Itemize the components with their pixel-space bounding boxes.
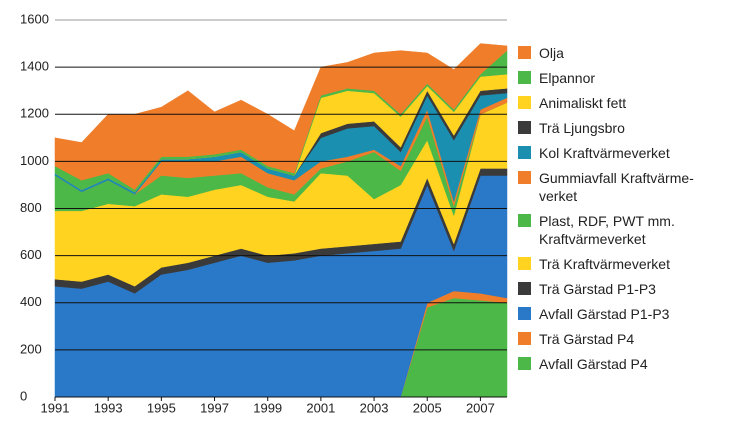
legend-label: Trä Kraftvärmeverket: [539, 256, 670, 272]
area: [54, 43, 508, 190]
legend-label: Olja: [539, 45, 564, 61]
x-tick-label: 2007: [466, 400, 495, 415]
legend-item: Trä Kraftvärmeverket: [518, 255, 728, 273]
x-tick-label: 2003: [360, 400, 389, 415]
legend-label: Kol Kraftvärmeverket: [539, 145, 670, 161]
x-tick-label: 1999: [253, 400, 282, 415]
legend-label: Plast, RDF, PWT mm. Kraftvärmeverket: [539, 213, 675, 247]
legend-item: Trä Gärstad P4: [518, 330, 728, 348]
legend-item: Avfall Gärstad P4: [518, 355, 728, 373]
legend-item: Olja: [518, 44, 728, 62]
legend-swatch: [518, 46, 531, 59]
legend-label: Trä Ljungsbro: [539, 120, 625, 136]
legend-swatch: [518, 146, 531, 159]
legend-swatch: [518, 96, 531, 109]
legend-label: Animaliskt fett: [539, 95, 627, 111]
legend-swatch: [518, 257, 531, 270]
legend-item: Animaliskt fett: [518, 94, 728, 112]
legend-swatch: [518, 307, 531, 320]
legend-item: Kol Kraftvärmeverket: [518, 144, 728, 162]
x-tick-label: 2001: [306, 400, 335, 415]
y-tick-label: 400: [20, 294, 42, 309]
legend-swatch: [518, 332, 531, 345]
legend-item: Elpannor: [518, 69, 728, 87]
y-tick-label: 800: [20, 200, 42, 215]
y-tick-label: 1200: [20, 106, 49, 121]
legend-item: Trä Gärstad P1-P3: [518, 280, 728, 298]
legend-label: Gummiavfall Kraftvärme- verket: [539, 170, 694, 204]
y-tick-label: 1600: [20, 11, 49, 26]
x-tick-label: 2005: [413, 400, 442, 415]
legend-item: Trä Ljungsbro: [518, 119, 728, 137]
legend-label: Trä Gärstad P1-P3: [539, 281, 656, 297]
legend-label: Avfall Gärstad P4: [539, 356, 648, 372]
legend-label: Avfall Gärstad P1-P3: [539, 306, 670, 322]
legend-swatch: [518, 171, 531, 184]
y-tick-label: 1000: [20, 153, 49, 168]
legend-swatch: [518, 71, 531, 84]
legend-swatch: [518, 121, 531, 134]
y-tick-label: 1400: [20, 59, 49, 74]
x-tick-label: 1995: [147, 400, 176, 415]
y-tick-label: 600: [20, 247, 42, 262]
legend-label: Trä Gärstad P4: [539, 331, 635, 347]
x-tick-label: 1993: [94, 400, 123, 415]
x-tick-label: 1997: [200, 400, 229, 415]
y-tick-label: 200: [20, 341, 42, 356]
y-tick-label: 0: [20, 388, 27, 403]
legend: Olja Elpannor Animaliskt fett Trä Ljungsbro…: [518, 44, 728, 380]
legend-item: Gummiavfall Kraftvärme- verket: [518, 169, 728, 205]
legend-swatch: [518, 214, 531, 227]
legend-item: Plast, RDF, PWT mm. Kraftvärmeverket: [518, 212, 728, 248]
legend-swatch: [518, 282, 531, 295]
legend-swatch: [518, 357, 531, 370]
legend-label: Elpannor: [539, 70, 596, 86]
x-tick-label: 1991: [41, 400, 70, 415]
legend-item: Avfall Gärstad P1-P3: [518, 305, 728, 323]
